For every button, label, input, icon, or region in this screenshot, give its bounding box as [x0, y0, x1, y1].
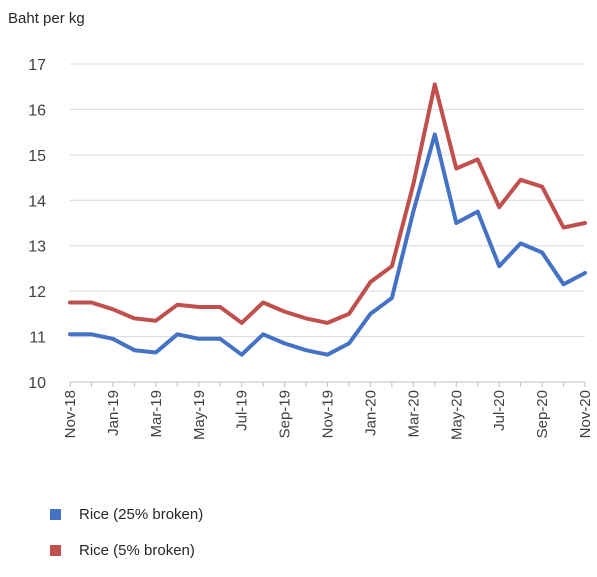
x-tick-label: Nov-20: [577, 390, 594, 438]
x-tick-label: Nov-19: [320, 390, 337, 438]
legend-label-series-1: Rice (5% broken): [79, 541, 195, 559]
legend-swatch-series-1: [50, 544, 61, 556]
y-tick-label: 10: [28, 375, 46, 392]
y-tick-label: 17: [28, 57, 46, 74]
series-line-1: [68, 82, 587, 325]
y-axis-title: Baht per kg: [8, 10, 85, 27]
line-chart: 10 11 12 13 14 15 16 17 Nov-18 Jan-19 Mar-19 May-19…: [28, 57, 594, 440]
legend-item-series-1: Rice (5% broken): [50, 541, 203, 559]
x-tick-label: May-19: [191, 390, 208, 440]
series-line-0: [68, 132, 587, 357]
legend-item-series-0: Rice (25% broken): [50, 505, 203, 523]
x-tick-label: Mar-19: [148, 390, 165, 438]
legend-label-series-0: Rice (25% broken): [79, 505, 204, 523]
x-tick-label: Jul-19: [234, 390, 251, 431]
x-tick-label: Jan-20: [362, 390, 379, 436]
x-tick-label: May-20: [448, 390, 465, 440]
x-tick-label: Mar-20: [405, 390, 422, 438]
y-tick-label: 11: [29, 330, 46, 347]
y-tick-label: 14: [28, 193, 46, 210]
x-tick-label: Sep-19: [277, 390, 294, 438]
y-tick-label: 12: [28, 284, 46, 301]
y-tick-label: 15: [28, 148, 46, 165]
x-tick-label: Sep-20: [534, 390, 551, 438]
legend: Rice (25% broken) Rice (5% broken): [50, 505, 203, 577]
y-tick-label: 16: [28, 102, 46, 119]
x-tick-label: Jan-19: [105, 390, 122, 436]
y-tick-label: 13: [28, 239, 46, 256]
x-tick-label: Nov-18: [62, 390, 79, 438]
legend-swatch-series-0: [50, 508, 61, 520]
x-tick-label: Jul-20: [491, 390, 508, 431]
